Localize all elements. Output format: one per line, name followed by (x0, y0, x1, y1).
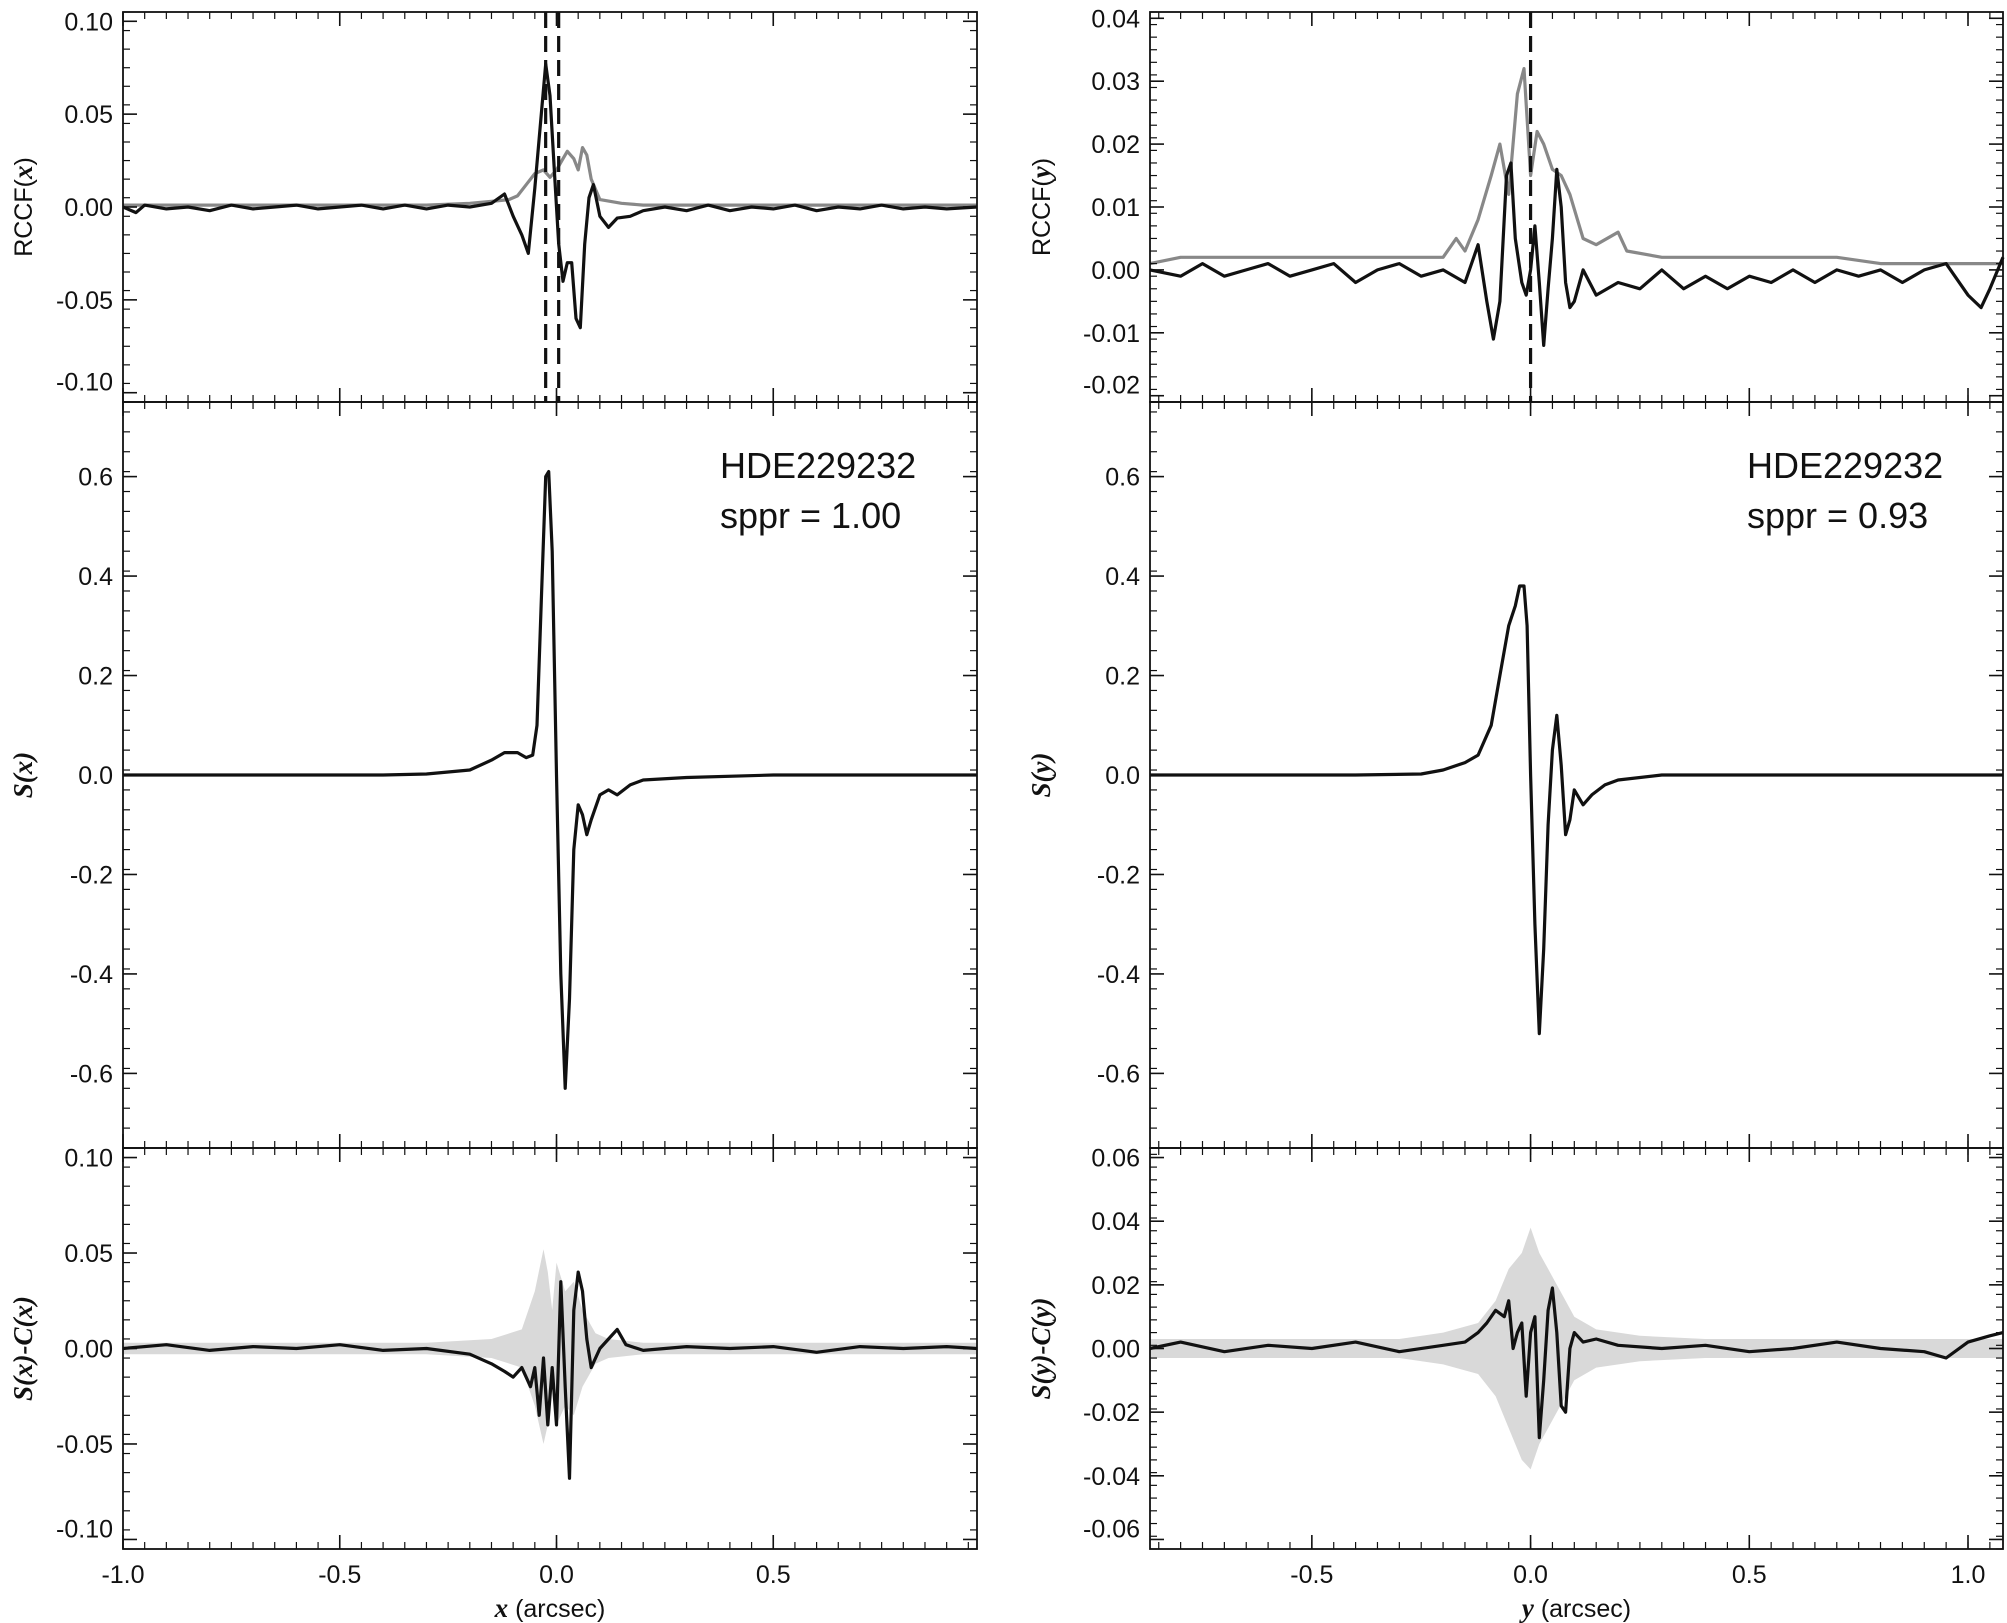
y-tick-label: 0.04 (1091, 5, 1140, 33)
y-tick-label: 0.02 (1091, 131, 1140, 159)
y-tick-label: 0.00 (1091, 257, 1140, 285)
x-tick-label: 0.5 (1732, 1561, 1767, 1589)
y-tick-label: 0.0 (1105, 762, 1140, 790)
x-tick-label: 0.0 (1513, 1561, 1548, 1589)
series-line-1 (1149, 1286, 2004, 1440)
y-axis-label: S(y)-C(y) (1026, 1298, 1056, 1400)
y-tick-label: -0.04 (1083, 1463, 1140, 1491)
panel-right-bot: -0.06 -0.04 -0.02 0.00 0.02 0.04 0.06 -0.5 0.0 0.… (1026, 1145, 2004, 1623)
y-tick-label: -0.4 (1097, 961, 1140, 989)
y-tick-label: 0.02 (1091, 1272, 1140, 1300)
y-tick-label: -0.02 (1083, 372, 1140, 400)
series-line-2 (122, 62, 978, 330)
x-tick-label: -0.5 (318, 1561, 361, 1589)
panel-right-mid: -0.6 -0.4 -0.2 0.0 0.2 0.4 0.6 S(y) HDE229232 spp… (1026, 401, 2004, 1149)
y-tick-label: 0.10 (64, 8, 113, 36)
panel-left-top: -0.10 -0.05 0.00 0.05 0.10 RCCF(x) (8, 8, 978, 403)
y-tick-label: -0.01 (1083, 320, 1140, 348)
y-tick-label: 0.00 (64, 1336, 113, 1364)
y-tick-label: 0.05 (64, 101, 113, 129)
y-axis-label: RCCF(y) (1026, 158, 1056, 256)
x-tick-label: -0.5 (1290, 1561, 1333, 1589)
y-tick-label: -0.10 (56, 369, 113, 397)
y-tick-label: 0.05 (64, 1240, 113, 1268)
x-tick-label: 0.0 (539, 1561, 574, 1589)
y-axis-label: S(x) (8, 752, 38, 799)
x-axis-label: x (arcsec) (494, 1593, 606, 1623)
y-tick-label: -0.2 (1097, 861, 1140, 889)
y-tick-label: -0.6 (1097, 1060, 1140, 1088)
panel-annotation: HDE229232 (1747, 445, 1943, 486)
chart-panels: -0.10-0.050.000.050.10RCCF(x)-0.6-0.4-0.… (8, 5, 2005, 1623)
y-tick-label: 0.04 (1091, 1208, 1140, 1236)
series-line-1 (123, 470, 977, 1090)
panel-left-bot: -0.10 -0.05 0.00 0.05 0.10 -1.0 -0.5 0.0 0.5 x (a… (8, 1145, 978, 1623)
panel-right-top: -0.02 -0.01 0.00 0.01 0.02 0.03 0.04 RCCF(y) (1026, 5, 2005, 403)
y-tick-label: -0.10 (56, 1515, 113, 1543)
y-axis-label: S(y) (1026, 753, 1056, 798)
series-line-1 (122, 1270, 978, 1480)
y-tick-label: 0.2 (78, 663, 113, 691)
y-tick-label: 0.6 (1105, 464, 1140, 492)
y-tick-label: -0.05 (56, 1431, 113, 1459)
y-tick-label: 0.6 (78, 464, 113, 492)
x-tick-label: 0.5 (756, 1561, 791, 1589)
y-tick-label: -0.4 (70, 961, 113, 989)
y-tick-label: 0.06 (1091, 1145, 1140, 1173)
x-axis-label: y (arcsec) (1519, 1593, 1631, 1623)
series-line-1 (1150, 584, 2003, 1036)
y-tick-label: 0.2 (1105, 663, 1140, 691)
y-tick-label: 0.4 (1105, 563, 1140, 591)
y-tick-label: -0.05 (56, 287, 113, 315)
y-tick-label: 0.00 (1091, 1336, 1140, 1364)
y-axis-label: RCCF(x) (8, 157, 38, 257)
y-tick-label: -0.6 (70, 1060, 113, 1088)
y-tick-label: 0.03 (1091, 68, 1140, 96)
uncertainty-band (123, 1249, 977, 1444)
y-tick-label: 0.0 (78, 762, 113, 790)
y-tick-label: -0.2 (70, 861, 113, 889)
y-tick-label: -0.02 (1083, 1399, 1140, 1427)
uncertainty-band (1150, 1227, 2003, 1470)
series-line-2 (1149, 161, 2005, 347)
panel-annotation: sppr = 0.93 (1747, 495, 1928, 536)
panel-annotation: HDE229232 (720, 445, 916, 486)
panel-annotation: sppr = 1.00 (720, 495, 901, 536)
series-line-1 (1149, 67, 2003, 266)
x-tick-label: -1.0 (101, 1561, 144, 1589)
y-tick-label: 0.4 (78, 563, 113, 591)
y-tick-label: -0.06 (1083, 1515, 1140, 1543)
plot-frame (1149, 11, 2004, 403)
y-tick-label: 0.00 (64, 194, 113, 222)
series-line-1 (123, 146, 977, 207)
panel-left-mid: -0.6 -0.4 -0.2 0.0 0.2 0.4 0.6 S(x) HDE229232 spp… (8, 401, 978, 1149)
y-tick-label: 0.10 (64, 1145, 113, 1173)
y-tick-label: 0.01 (1091, 194, 1140, 222)
y-axis-label: S(x)-C(x) (8, 1296, 38, 1401)
x-tick-label: 1.0 (1951, 1561, 1986, 1589)
